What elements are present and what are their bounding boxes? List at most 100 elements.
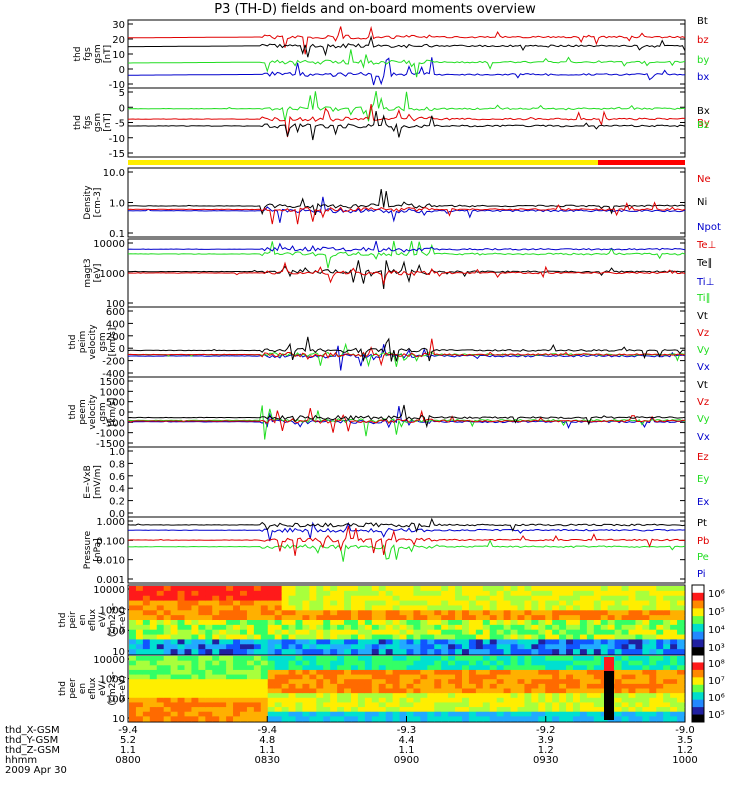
ytick-label: 0.001 [96, 575, 125, 586]
spectrogram-cell [198, 660, 206, 666]
spectrogram-cell [240, 629, 248, 636]
spectrogram-cell [233, 688, 241, 694]
spectrogram-cell [649, 595, 657, 602]
spectrogram-cell [399, 600, 408, 607]
spectrogram-cell [246, 615, 255, 621]
spectrogram-cell [642, 649, 650, 655]
spectrogram-cell [621, 716, 630, 722]
spectrogram-cell [677, 665, 685, 671]
spectrogram-cell [191, 590, 199, 597]
spectrogram-cell [163, 600, 172, 607]
ylabel-density: Density [cm-3] [83, 185, 103, 220]
spectrogram-cell [635, 674, 643, 680]
spectrogram-cell [129, 620, 137, 626]
spectrogram-cell [573, 660, 581, 666]
spectrogram-cell [344, 683, 352, 690]
spectrogram-cell [267, 669, 276, 676]
spectrogram-cell [566, 610, 574, 616]
spectrogram-cell [323, 586, 331, 592]
spectrogram-cell [475, 590, 484, 597]
spectrogram-cell [600, 644, 609, 650]
spectrogram-cell [302, 683, 310, 690]
series-line-Ni [128, 189, 686, 216]
spectrogram-cell [427, 702, 435, 708]
spectrogram-cell [649, 600, 657, 607]
spectrogram-cell [621, 624, 630, 631]
spectrogram-cell [510, 660, 519, 666]
spectrogram-cell [163, 605, 172, 611]
spectrogram-cell [226, 586, 234, 592]
spectrogram-cell [274, 716, 283, 722]
spectrogram-cell [489, 639, 498, 645]
spectrogram-cell [420, 649, 428, 655]
spectrogram-cell [489, 656, 498, 662]
spectrogram-cell [649, 605, 657, 611]
spectrogram-cell [663, 656, 671, 662]
spectrogram-cell [649, 639, 657, 645]
spectrogram-cell [129, 605, 137, 611]
spectrogram-cell [316, 665, 324, 671]
spectrogram-cell [406, 688, 415, 694]
spectrogram-cell [663, 688, 671, 694]
spectrogram-cell [593, 605, 602, 611]
spectrogram-cell [434, 595, 442, 602]
spectrogram-cell [295, 629, 304, 636]
spectrogram-cell [344, 669, 352, 676]
spectrogram-cell [177, 586, 186, 592]
spectrogram-cell [371, 674, 380, 680]
spectrogram-cell [357, 600, 366, 607]
spectrogram-cell [357, 595, 366, 602]
spectrogram-cell [427, 716, 435, 722]
ytick-label: 600 [106, 307, 125, 318]
spectrogram-cell [427, 629, 435, 636]
spectrogram-cell [621, 605, 630, 611]
spectrogram-cell [482, 595, 491, 602]
spectrogram-cell [226, 688, 234, 694]
spectrogram-cell [552, 683, 560, 690]
spectrogram-cell [337, 605, 345, 611]
spectrogram-cell [482, 688, 491, 694]
spectrogram-cell [642, 679, 650, 685]
spectrogram-cell [344, 656, 352, 662]
spectrogram-cell [330, 688, 338, 694]
spectrogram-cell [628, 620, 637, 626]
spectrogram-cell [427, 644, 435, 650]
spectrogram-cell [316, 656, 324, 662]
spectrogram-cell [677, 629, 685, 636]
spectrogram-cell [545, 688, 553, 694]
spectrogram-cell [462, 590, 470, 597]
spectrogram-cell [614, 639, 623, 645]
spectrogram-cell [517, 711, 526, 717]
spectrogram-cell [357, 679, 366, 685]
spectrogram-cell [448, 586, 456, 592]
colorbar-segment [692, 623, 704, 633]
spectrogram-cell [642, 610, 650, 616]
spectrogram-cell [364, 674, 373, 680]
colorbar-segment [692, 585, 704, 594]
spectrogram-cell [489, 634, 498, 641]
spectrogram-cell [524, 683, 532, 690]
spectrogram-cell [573, 693, 581, 699]
ytick-label: 1.000 [96, 517, 125, 528]
spectrogram-cell [302, 600, 310, 607]
spectrogram-cell [392, 693, 401, 699]
spectrogram-cell [566, 605, 574, 611]
spectrogram-cell [524, 624, 532, 631]
spectrogram-cell [656, 693, 664, 699]
spectrogram-cell [163, 634, 172, 641]
spectrogram-cell [212, 669, 220, 676]
spectrogram-cell [496, 634, 505, 641]
spectrogram-cell [149, 660, 158, 666]
spectrogram-cell [205, 649, 213, 655]
spectrogram-cell [538, 610, 546, 616]
spectrogram-cell [184, 624, 193, 631]
spectrogram-cell [579, 660, 588, 666]
spectrogram-cell [330, 669, 338, 676]
spectrogram-cell [538, 669, 546, 676]
spectrogram-cell [246, 702, 255, 708]
spectrogram-cell [344, 697, 352, 704]
spectrogram-cell [573, 605, 581, 611]
spectrogram-cell [475, 639, 484, 645]
spectrogram-cell [156, 711, 165, 717]
spectrogram-cell [267, 693, 276, 699]
